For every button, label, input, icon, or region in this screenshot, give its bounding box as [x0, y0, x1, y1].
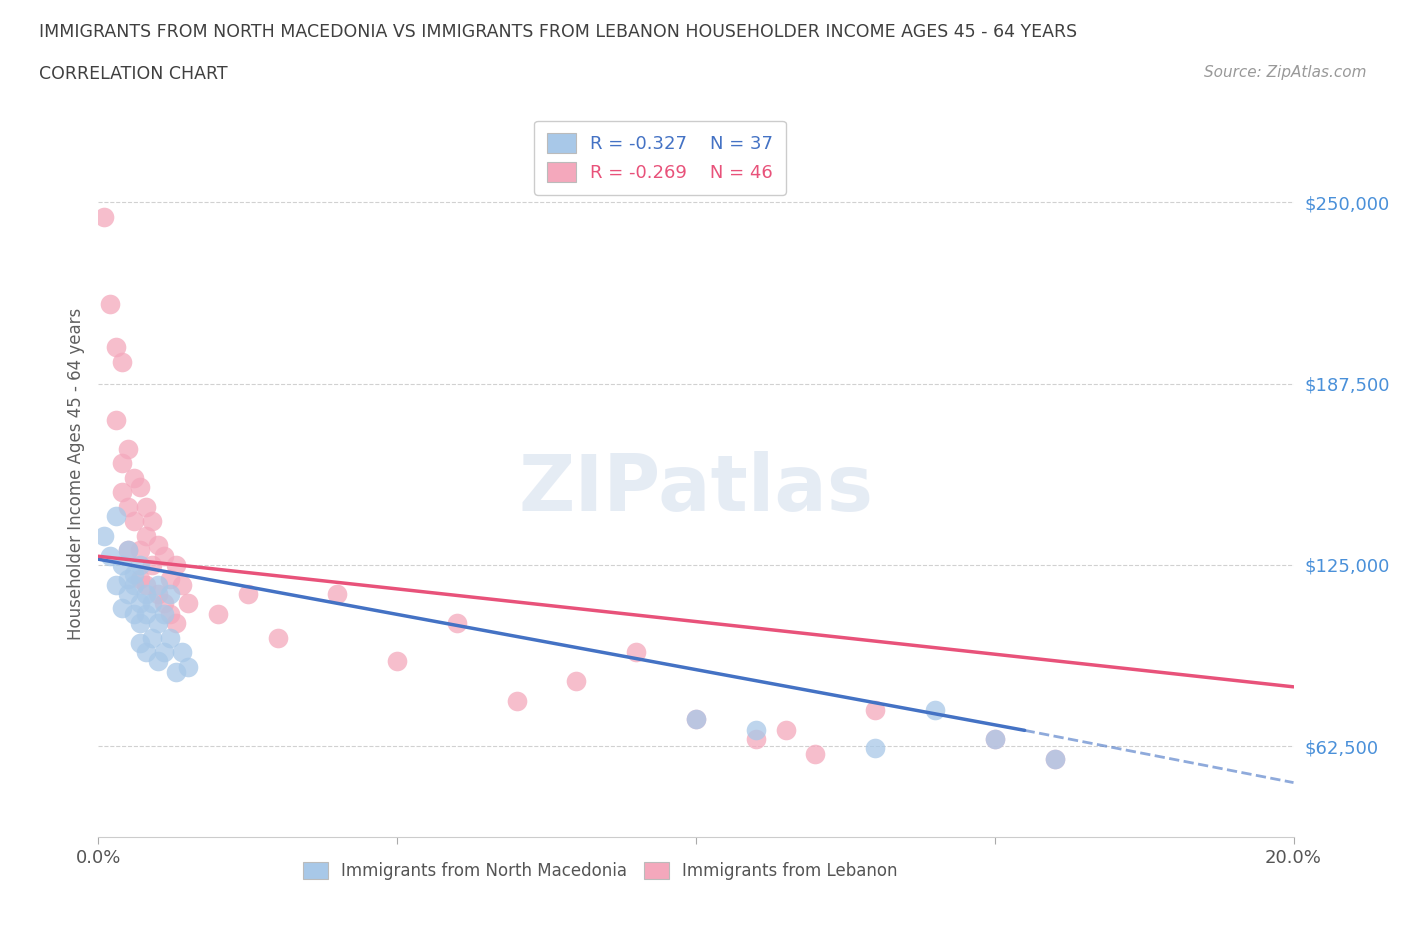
Point — [141, 595, 163, 610]
Point — [685, 711, 707, 726]
Point — [159, 631, 181, 645]
Point — [446, 616, 468, 631]
Point — [153, 595, 176, 610]
Point — [984, 732, 1007, 747]
Point — [111, 456, 134, 471]
Point — [153, 549, 176, 564]
Point — [865, 703, 887, 718]
Point — [148, 578, 170, 592]
Point — [111, 485, 134, 500]
Point — [165, 665, 187, 680]
Point — [177, 659, 200, 674]
Point — [129, 479, 152, 494]
Point — [141, 631, 163, 645]
Point — [153, 644, 176, 659]
Point — [124, 607, 146, 622]
Point — [207, 607, 229, 622]
Point — [159, 572, 181, 587]
Point — [93, 209, 115, 224]
Point — [117, 572, 139, 587]
Point — [865, 740, 887, 755]
Point — [129, 572, 152, 587]
Point — [165, 616, 187, 631]
Point — [267, 631, 290, 645]
Point — [565, 673, 588, 688]
Point — [148, 538, 170, 552]
Point — [111, 601, 134, 616]
Point — [148, 653, 170, 668]
Point — [117, 587, 139, 602]
Point — [129, 595, 152, 610]
Point — [685, 711, 707, 726]
Point — [177, 595, 200, 610]
Point — [172, 578, 194, 592]
Point — [135, 578, 157, 592]
Point — [506, 694, 529, 709]
Point — [135, 587, 157, 602]
Text: Source: ZipAtlas.com: Source: ZipAtlas.com — [1204, 65, 1367, 80]
Point — [236, 587, 259, 602]
Point — [135, 644, 157, 659]
Point — [124, 471, 146, 485]
Point — [105, 413, 128, 428]
Point — [148, 616, 170, 631]
Point — [924, 703, 946, 718]
Point — [98, 549, 122, 564]
Point — [745, 723, 768, 737]
Point — [153, 607, 176, 622]
Y-axis label: Householder Income Ages 45 - 64 years: Householder Income Ages 45 - 64 years — [66, 308, 84, 641]
Point — [124, 566, 146, 581]
Point — [93, 528, 115, 543]
Point — [141, 558, 163, 573]
Legend: Immigrants from North Macedonia, Immigrants from Lebanon: Immigrants from North Macedonia, Immigra… — [292, 852, 908, 890]
Point — [117, 543, 139, 558]
Point — [117, 543, 139, 558]
Point — [117, 499, 139, 514]
Point — [129, 558, 152, 573]
Point — [141, 514, 163, 529]
Point — [111, 354, 134, 369]
Point — [745, 732, 768, 747]
Text: IMMIGRANTS FROM NORTH MACEDONIA VS IMMIGRANTS FROM LEBANON HOUSEHOLDER INCOME AG: IMMIGRANTS FROM NORTH MACEDONIA VS IMMIG… — [39, 23, 1077, 41]
Point — [105, 508, 128, 523]
Text: ZIPatlas: ZIPatlas — [519, 451, 873, 526]
Point — [124, 578, 146, 592]
Point — [117, 442, 139, 457]
Point — [129, 543, 152, 558]
Point — [626, 644, 648, 659]
Point — [984, 732, 1007, 747]
Text: CORRELATION CHART: CORRELATION CHART — [39, 65, 228, 83]
Point — [111, 558, 134, 573]
Point — [105, 340, 128, 355]
Point — [135, 499, 157, 514]
Point — [159, 587, 181, 602]
Point — [385, 653, 409, 668]
Point — [804, 746, 827, 761]
Point — [1043, 752, 1066, 767]
Point — [129, 636, 152, 651]
Point — [1043, 752, 1066, 767]
Point — [105, 578, 128, 592]
Point — [326, 587, 349, 602]
Point — [124, 514, 146, 529]
Point — [135, 528, 157, 543]
Point — [148, 587, 170, 602]
Point — [775, 723, 797, 737]
Point — [129, 616, 152, 631]
Point — [135, 607, 157, 622]
Point — [172, 644, 194, 659]
Point — [98, 297, 122, 312]
Point — [165, 558, 187, 573]
Point — [159, 607, 181, 622]
